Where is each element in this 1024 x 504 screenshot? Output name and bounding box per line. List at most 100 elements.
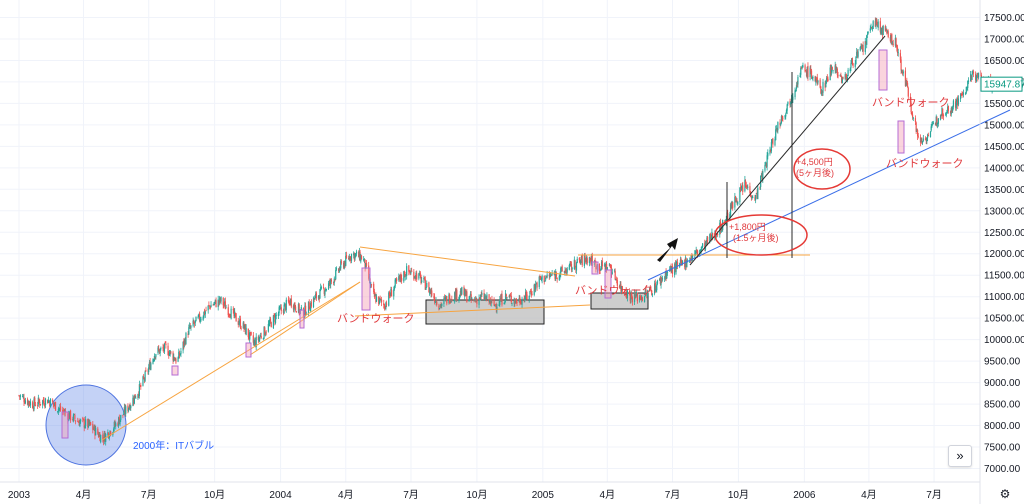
candle-body (645, 289, 647, 292)
candle-body (395, 279, 397, 281)
candle-body (525, 291, 527, 300)
candle-body (110, 431, 112, 435)
candle-body (614, 270, 616, 280)
candle-body (193, 323, 196, 325)
candle-body (59, 407, 61, 409)
candle-body (836, 69, 838, 71)
candle-body (264, 327, 266, 336)
candle-body (64, 411, 67, 414)
candle-body (209, 305, 211, 307)
settings-gear-icon[interactable]: ⚙ (999, 487, 1011, 501)
candle-body (167, 345, 169, 356)
candle-body (160, 347, 162, 349)
candle-body (144, 371, 146, 381)
candle-body (255, 336, 257, 348)
candle-body (819, 79, 821, 88)
candle-body (314, 296, 316, 300)
candle-body (225, 307, 227, 309)
candle-body (924, 138, 927, 141)
candle-body (340, 261, 342, 269)
candle-body (368, 277, 371, 280)
candle-body (867, 31, 869, 34)
candle-body (959, 94, 962, 100)
candle-body (257, 336, 259, 340)
candle-body (967, 81, 969, 88)
candle-body (327, 283, 330, 290)
candle-body (434, 301, 436, 303)
candle-body (855, 56, 857, 65)
candle-body (651, 294, 654, 296)
candle-body (910, 102, 912, 113)
candle-body (732, 202, 734, 209)
candle-body (884, 26, 886, 31)
candle-body (240, 327, 242, 329)
scroll-to-realtime-button[interactable]: » (948, 445, 972, 467)
candle-body (494, 304, 496, 307)
candle-body (193, 321, 195, 324)
candle-body (559, 274, 561, 276)
candle-body (575, 267, 577, 270)
x-tick-label: 10月 (204, 489, 225, 501)
candle-body (929, 131, 932, 138)
candle-body (831, 66, 833, 73)
candle-body (420, 275, 422, 284)
candle-body (538, 276, 540, 288)
candle-body (163, 343, 166, 352)
candle-body (586, 258, 588, 264)
candle-body (674, 263, 676, 275)
candle-body (815, 78, 817, 83)
candle-body (93, 425, 95, 431)
candle-body (540, 278, 542, 280)
candle-body (69, 410, 71, 419)
black-channel-line (689, 35, 886, 266)
candle-body (168, 354, 170, 356)
candle-body (765, 164, 767, 167)
candle-body (769, 149, 771, 154)
candle-body (363, 258, 365, 261)
candle-body (553, 274, 555, 275)
candle-body (633, 292, 636, 303)
candle-body (533, 284, 535, 295)
candle-body (386, 303, 388, 305)
candle-body (348, 256, 350, 261)
candle-body (192, 320, 194, 326)
candle-body (886, 30, 889, 33)
candle-body (956, 97, 958, 102)
candle-body (444, 297, 446, 299)
candle-body (403, 271, 406, 278)
candle-body (259, 335, 262, 337)
candle-body (488, 294, 490, 302)
candle-body (147, 370, 149, 372)
candle-body (274, 314, 277, 324)
candle-body (298, 304, 300, 313)
candle-body (87, 419, 90, 427)
candle-body (704, 240, 707, 250)
candle-body (861, 46, 863, 50)
candle-body (812, 77, 814, 79)
candle-body (866, 35, 868, 45)
candle-body (872, 21, 874, 30)
x-tick-label: 2004 (269, 490, 292, 501)
candle-body (435, 300, 437, 303)
candle-body (112, 429, 115, 432)
candle-body (413, 276, 416, 279)
candle-body (238, 323, 240, 325)
candle-body (500, 295, 502, 302)
candle-body (355, 253, 357, 255)
candle-body (571, 268, 573, 270)
candle-body (792, 96, 794, 101)
candle-body (595, 268, 598, 270)
candle-body (125, 406, 127, 414)
candle-body (224, 301, 226, 310)
candle-body (496, 306, 498, 311)
candle-body (972, 72, 974, 74)
candle-body (756, 192, 758, 199)
candle-body (710, 237, 712, 240)
candle-body (237, 320, 239, 325)
candle-body (232, 309, 234, 311)
candle-body (740, 188, 742, 191)
candle-body (530, 291, 532, 293)
candle-body (751, 197, 753, 199)
candle-body (722, 219, 724, 231)
